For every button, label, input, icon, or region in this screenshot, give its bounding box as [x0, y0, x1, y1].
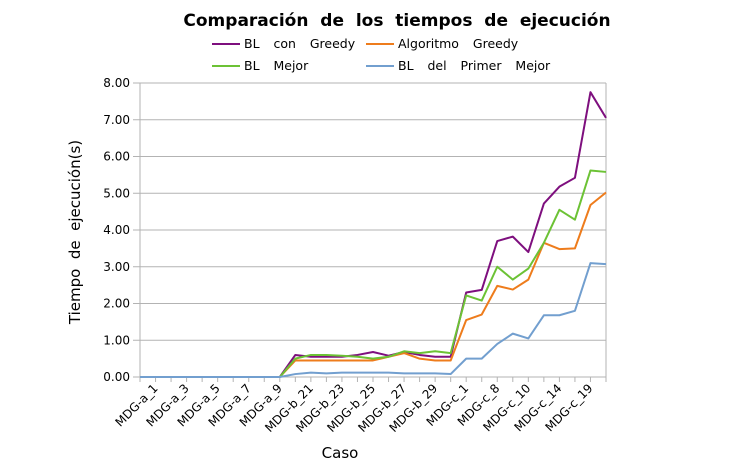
- y-tick-label: 7.00: [103, 113, 130, 127]
- legend-label-bl-con-greedy: BL con Greedy: [244, 36, 356, 51]
- series-line-1: [140, 191, 607, 378]
- legend-label-bl-mejor: BL Mejor: [244, 58, 309, 73]
- legend: BL con Greedy Algoritmo Greedy BL Mejor …: [212, 36, 551, 73]
- y-tick-label: 1.00: [103, 333, 130, 347]
- series-line-2: [140, 169, 607, 378]
- chart-title: Comparación de los tiempos de ejecución: [183, 11, 610, 31]
- legend-label-algoritmo-greedy: Algoritmo Greedy: [398, 36, 519, 51]
- y-axis-label: Tiempo de ejecución(s): [66, 140, 84, 325]
- y-tick-label: 8.00: [103, 76, 130, 90]
- y-axis-ticks: 0.00 1.00 2.00 3.00 4.00 5.00 6.00 7.00 8.00: [103, 76, 140, 384]
- y-tick-label: 3.00: [103, 260, 130, 274]
- y-tick-label: 2.00: [103, 297, 130, 311]
- legend-label-bl-del-primer-mejor: BL del Primer Mejor: [398, 58, 551, 73]
- y-tick-label: 0.00: [103, 370, 130, 384]
- series-line-0: [140, 91, 607, 378]
- x-axis-ticks: MDG-a_1MDG-a_3MDG-a_5MDG-a_7MDG-a_9MDG-b…: [112, 377, 607, 435]
- series-lines: [140, 91, 607, 378]
- y-tick-label: 4.00: [103, 223, 130, 237]
- y-tick-label: 6.00: [103, 150, 130, 164]
- x-axis-label: Caso: [322, 444, 359, 462]
- y-tick-label: 5.00: [103, 186, 130, 200]
- series-line-3: [140, 262, 607, 378]
